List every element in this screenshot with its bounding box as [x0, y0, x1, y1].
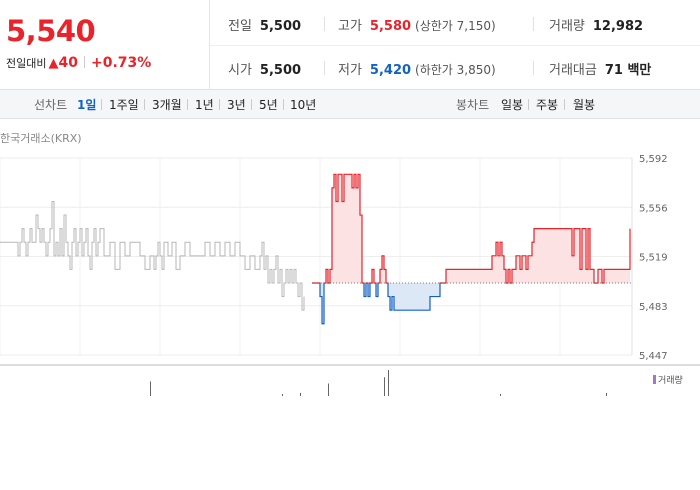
price-change: 전일대비 ▲40 +0.73%: [6, 55, 151, 71]
data-source: 한국거래소(KRX): [0, 132, 82, 145]
area-down: [320, 282, 440, 324]
candle-monthly[interactable]: 월봉: [573, 98, 596, 112]
volume-bar: [388, 370, 389, 396]
low-price: 저가 5,420 (하한가 3,850): [338, 59, 496, 78]
up-triangle-icon: ▲: [48, 56, 59, 71]
area-up: [312, 174, 630, 283]
lower-limit: (하한가 3,850): [415, 63, 496, 77]
y-tick-label: 5,592: [639, 154, 668, 165]
period-1y[interactable]: 1년: [195, 98, 214, 112]
candle-sep: [528, 99, 529, 110]
change-divider: [83, 56, 85, 68]
candle-daily[interactable]: 일봉: [501, 98, 524, 112]
volume-bar: [606, 392, 607, 396]
divider: [533, 61, 534, 75]
volume-label: 거래량: [549, 19, 585, 34]
candle-chart-label: 봉차트: [456, 98, 490, 112]
prev-close-value: 5,500: [259, 19, 302, 34]
series-line-pre: [0, 200, 305, 311]
volume-value: 12,982: [592, 19, 644, 34]
high-label: 고가: [338, 19, 362, 34]
volume-bar: [500, 393, 501, 396]
volume-bar: [384, 377, 385, 396]
quote-header: 5,540 전일대비 ▲40 +0.73% 전일 5,500 고가 5,580 (상한가 …: [0, 0, 700, 90]
volume-bar: [150, 381, 151, 396]
change-label: 전일대비: [6, 57, 47, 70]
candle-weekly[interactable]: 주봉: [536, 98, 559, 112]
trade-amount: 거래대금 71 백만: [549, 59, 651, 78]
volume-bar: [300, 392, 301, 396]
period-5y[interactable]: 5년: [259, 98, 278, 112]
price-chart: 5,592 5,556 5,519 5,483 5,447: [0, 154, 700, 396]
period-bar: 선차트 1일 1주일 3개월 1년 3년 5년 10년 봉차트 일봉 주봉 월봉: [0, 90, 700, 119]
current-price-box: 5,540 전일대비 ▲40 +0.73%: [0, 0, 210, 90]
open-label: 시가: [228, 63, 252, 78]
current-price: 5,540: [6, 14, 96, 48]
period-1d[interactable]: 1일: [77, 98, 97, 112]
volume-legend: 거래량: [653, 373, 683, 386]
period-3m[interactable]: 3개월: [152, 98, 182, 112]
y-tick-label: 5,556: [639, 203, 668, 214]
period-3y[interactable]: 3년: [227, 98, 246, 112]
open-price: 시가 5,500: [228, 59, 301, 78]
volume-legend-label: 거래량: [658, 376, 683, 386]
divider: [324, 17, 325, 31]
prev-close: 전일 5,500: [228, 15, 301, 34]
period-sep: [251, 99, 252, 110]
y-tick-label: 5,483: [639, 302, 668, 313]
period-1w[interactable]: 1주일: [109, 98, 139, 112]
divider: [324, 61, 325, 75]
period-sep: [144, 99, 145, 110]
volume-bar: [282, 393, 283, 396]
low-label: 저가: [338, 63, 362, 78]
series-line-up: [312, 173, 631, 283]
low-value: 5,420: [369, 63, 412, 78]
prev-close-label: 전일: [228, 19, 252, 34]
high-value: 5,580: [369, 19, 412, 34]
amount-value: 71 백만: [604, 63, 652, 78]
high-price: 고가 5,580 (상한가 7,150): [338, 15, 496, 34]
row-divider: [210, 45, 700, 46]
period-sep: [219, 99, 220, 110]
change-value: 40: [58, 55, 78, 71]
divider: [533, 17, 534, 31]
volume-bar: [328, 383, 329, 396]
candle-sep: [564, 99, 565, 110]
period-sep: [187, 99, 188, 110]
amount-label: 거래대금: [549, 63, 597, 78]
change-rate: +0.73%: [90, 55, 152, 71]
volume-swatch: [653, 375, 656, 384]
volume: 거래량 12,982: [549, 15, 643, 34]
period-sep: [101, 99, 102, 110]
period-10y[interactable]: 10년: [290, 98, 317, 112]
y-tick-label: 5,447: [639, 351, 668, 362]
upper-limit: (상한가 7,150): [415, 19, 496, 33]
y-tick-label: 5,519: [639, 253, 668, 264]
line-chart-label: 선차트: [34, 98, 68, 112]
open-value: 5,500: [259, 63, 302, 78]
period-sep: [283, 99, 284, 110]
